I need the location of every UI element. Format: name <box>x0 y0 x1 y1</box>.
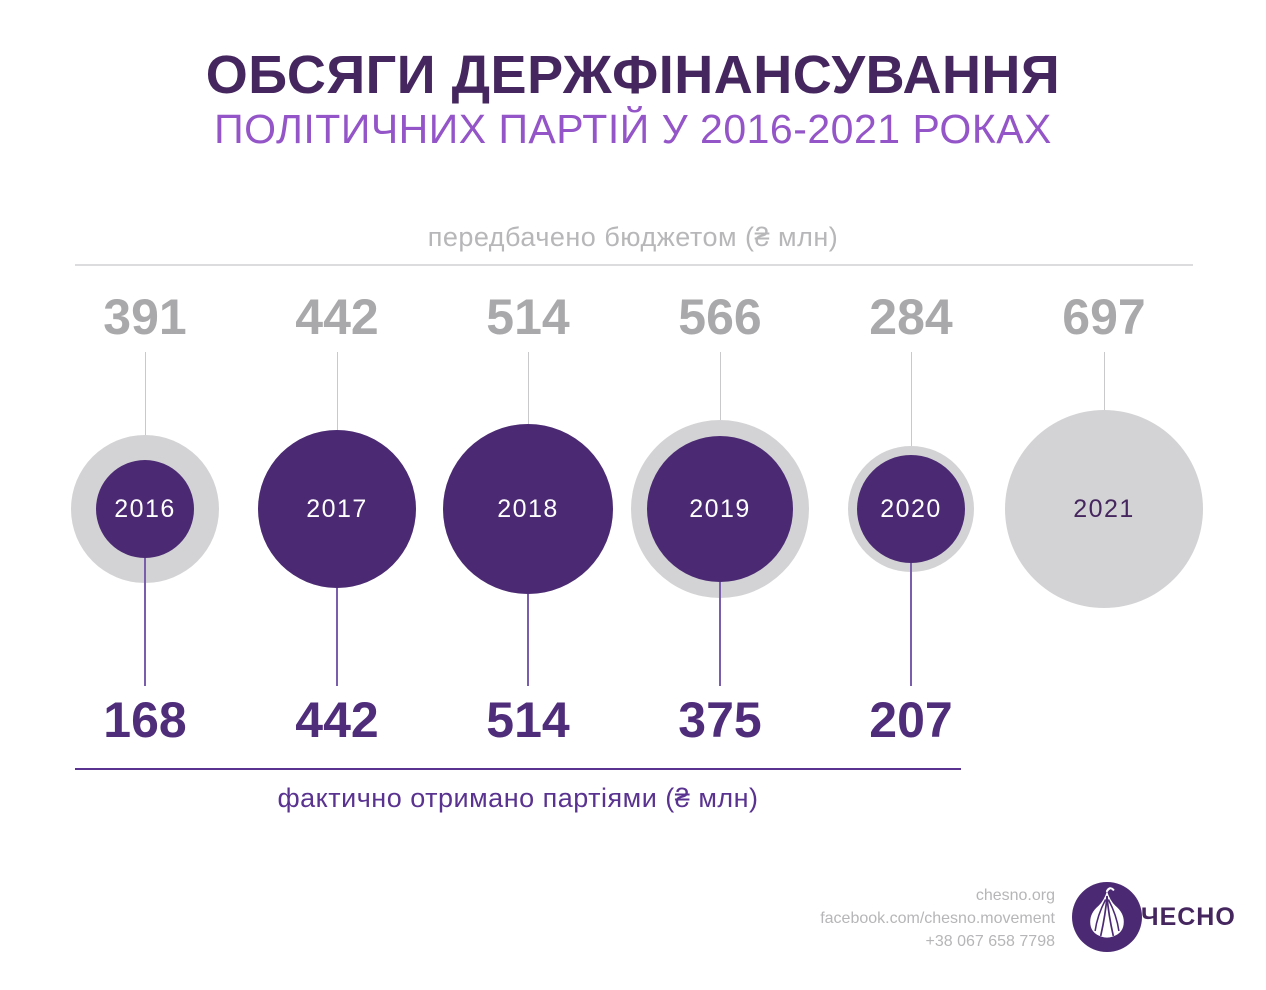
year-label: 2017 <box>306 495 368 523</box>
year-label: 2020 <box>880 495 942 523</box>
actual-circle <box>258 430 416 588</box>
chesno-logo <box>1072 882 1142 952</box>
connector-line-top <box>527 352 529 424</box>
actual-value-label: 442 <box>295 692 379 748</box>
year-label: 2019 <box>689 495 751 523</box>
footer-contacts: chesno.org facebook.com/chesno.movement … <box>820 884 1055 953</box>
actual-value-label: 207 <box>869 692 953 748</box>
actual-circle <box>96 460 194 558</box>
actual-circle <box>443 424 613 594</box>
brand-name: ЧЕСНО <box>1141 903 1236 931</box>
year-label: 2016 <box>114 495 176 523</box>
connector-line-bottom <box>144 558 146 686</box>
actual-circle <box>647 436 793 582</box>
actual-value-label: 514 <box>486 692 570 748</box>
year-label: 2021 <box>1073 495 1135 523</box>
connector-line-top <box>336 352 338 430</box>
budget-value-label: 284 <box>869 289 953 345</box>
footer-phone: +38 067 658 7798 <box>925 933 1055 950</box>
connector-line-bottom <box>527 594 529 686</box>
bottom-divider-line <box>75 768 961 770</box>
connector-line-top <box>910 352 912 446</box>
connector-line-top <box>719 352 721 420</box>
budget-value-label: 514 <box>486 289 570 345</box>
garlic-icon <box>1072 882 1142 952</box>
actual-value-label: 168 <box>103 692 187 748</box>
budget-value-label: 697 <box>1062 289 1146 345</box>
budget-circle <box>1005 410 1203 608</box>
actual-circle <box>857 455 965 563</box>
footer-website: chesno.org <box>975 887 1055 904</box>
page-subtitle: ПОЛІТИЧНИХ ПАРТІЙ У 2016-2021 РОКАХ <box>214 106 1052 152</box>
connector-line-top <box>144 352 146 435</box>
actual-axis-label: фактично отримано партіями (₴ млн) <box>277 783 759 813</box>
year-label: 2018 <box>497 495 559 523</box>
budget-value-label: 391 <box>103 289 187 345</box>
footer-facebook: facebook.com/chesno.movement <box>820 910 1055 927</box>
budget-value-label: 566 <box>678 289 762 345</box>
page-title: ОБСЯГИ ДЕРЖФІНАНСУВАННЯ <box>205 45 1061 105</box>
connector-line-top <box>1103 352 1105 410</box>
connector-line-bottom <box>719 582 721 686</box>
actual-value-label: 375 <box>678 692 762 748</box>
budget-value-label: 442 <box>295 289 379 345</box>
budget-axis-label: передбачено бюджетом (₴ млн) <box>427 222 839 252</box>
connector-line-bottom <box>910 563 912 686</box>
top-divider-line <box>75 264 1193 266</box>
connector-line-bottom <box>336 588 338 686</box>
